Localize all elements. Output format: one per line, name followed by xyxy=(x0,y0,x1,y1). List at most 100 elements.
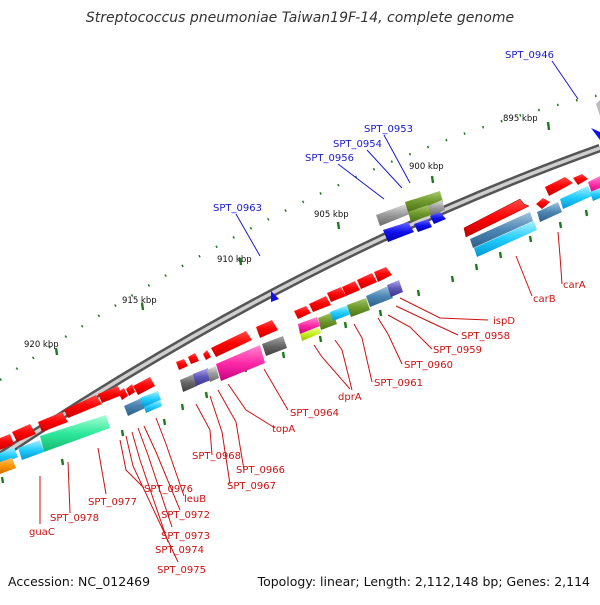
tick-label-910: 910 kbp xyxy=(217,255,252,265)
gene-label: carB xyxy=(533,294,556,305)
gene-arrow xyxy=(64,395,102,418)
gene-bar xyxy=(207,366,219,382)
gene-label: SPT_0946 xyxy=(505,50,554,61)
gene-bar xyxy=(0,458,16,474)
gene-arrow xyxy=(203,350,211,360)
gene-label: SPT_0974 xyxy=(155,545,204,556)
gene-bar xyxy=(474,221,537,257)
label-leaders-bottom xyxy=(39,231,563,563)
gene-bar xyxy=(330,305,351,321)
gene-bar xyxy=(300,327,321,341)
tick-label-915: 915 kbp xyxy=(122,296,157,306)
gene-bar xyxy=(428,200,445,216)
gene-label: SPT_0964 xyxy=(290,408,339,419)
gene-bar xyxy=(470,212,533,248)
gene-bar xyxy=(590,188,600,201)
gene-arrow xyxy=(211,331,252,357)
gene-arrow xyxy=(414,219,432,232)
gene-label: carA xyxy=(563,280,586,291)
gene-arrow xyxy=(188,353,199,364)
gene-arrow xyxy=(357,273,377,289)
gene-label: SPT_0967 xyxy=(227,481,276,492)
gene-label: SPT_0973 xyxy=(161,531,210,542)
gene-arrow xyxy=(545,177,573,196)
gene-label: topA xyxy=(272,424,295,435)
strand-marker-icon xyxy=(596,100,600,116)
gene-bar xyxy=(40,415,110,452)
gene-arrow xyxy=(536,198,550,209)
gene-arrow xyxy=(430,212,446,224)
scale-major-ticks xyxy=(54,121,551,356)
tick-label-905: 905 kbp xyxy=(314,210,349,220)
gene-label: SPT_0976 xyxy=(144,484,193,495)
gene-bar xyxy=(405,191,443,212)
strand-marker-icon xyxy=(591,128,600,140)
gene-label: SPT_0972 xyxy=(161,510,210,521)
gene-bar xyxy=(262,336,287,356)
scale-minor-ticks xyxy=(0,93,600,381)
gene-arrow xyxy=(256,320,278,338)
gene-label: SPT_0963 xyxy=(213,203,262,214)
gene-label: SPT_0960 xyxy=(404,360,453,371)
gene-arrow xyxy=(327,287,346,302)
gene-arrow xyxy=(176,359,188,370)
label-leaders-top xyxy=(235,60,579,257)
gene-label: leuB xyxy=(184,494,206,505)
gene-arrow xyxy=(38,412,68,432)
map-title: Streptococcus pneumoniae Taiwan19F-14, c… xyxy=(86,10,514,26)
gene-arrow xyxy=(463,198,530,238)
gene-label: SPT_0975 xyxy=(157,565,206,576)
gene-arrow xyxy=(309,296,331,312)
gene-bar xyxy=(140,391,161,407)
gene-label: SPT_0958 xyxy=(461,331,510,342)
tick-label-920: 920 kbp xyxy=(24,340,59,350)
gene-bar xyxy=(298,317,320,334)
strand-marker-icon xyxy=(271,291,279,302)
genome-stats: Topology: linear; Length: 2,112,148 bp; … xyxy=(257,574,590,589)
gene-arrow xyxy=(573,174,588,185)
gene-arrow xyxy=(294,306,311,319)
gene-bar xyxy=(180,374,197,392)
gene-arrow xyxy=(383,222,414,242)
gene-bar xyxy=(560,186,592,209)
gene-bar xyxy=(216,345,265,381)
gene-arrow xyxy=(0,434,14,450)
gene-arrow xyxy=(374,267,392,282)
gene-label: SPT_0956 xyxy=(305,153,354,164)
gene-arrow xyxy=(98,386,122,403)
gene-arrow xyxy=(12,424,36,442)
gene-label: SPT_0959 xyxy=(433,345,482,356)
gene-label: SPT_0953 xyxy=(364,124,413,135)
gene-bar xyxy=(376,204,410,226)
gene-label: SPT_0978 xyxy=(50,513,99,524)
gene-label: SPT_0961 xyxy=(374,378,423,389)
accession-label: Accession: NC_012469 xyxy=(8,574,150,589)
gene-bar xyxy=(366,286,393,307)
gene-label: ispD xyxy=(493,316,515,327)
tick-label-900: 900 kbp xyxy=(409,162,444,172)
gene-arrow xyxy=(126,384,135,396)
gene-bar xyxy=(144,400,162,413)
gene-label: SPT_0954 xyxy=(333,139,382,150)
gene-arrow xyxy=(342,281,360,296)
gene-tick-marks xyxy=(0,209,589,484)
gene-labels-bottom: ispD SPT_0958 SPT_0959 SPT_0960 SPT_0961… xyxy=(29,280,586,576)
gene-bar xyxy=(18,440,44,460)
gene-label: SPT_0966 xyxy=(236,465,285,476)
gene-label: SPT_0968 xyxy=(192,451,241,462)
gene-arrow xyxy=(133,377,155,395)
gene-bar xyxy=(347,298,370,317)
gene-labels-top: SPT_0946 SPT_0953 SPT_0954 SPT_0956 SPT_… xyxy=(213,50,554,214)
gene-bar xyxy=(387,280,403,297)
gene-label: dprA xyxy=(338,392,362,403)
gene-arrow xyxy=(118,388,128,400)
gene-bar xyxy=(193,368,211,386)
gene-bar xyxy=(537,202,562,222)
gene-label: guaC xyxy=(29,527,55,538)
gene-bar xyxy=(408,205,431,222)
tick-label-895: 895 kbp xyxy=(503,114,538,124)
gene-label: SPT_0977 xyxy=(88,497,137,508)
gene-features xyxy=(0,174,600,474)
